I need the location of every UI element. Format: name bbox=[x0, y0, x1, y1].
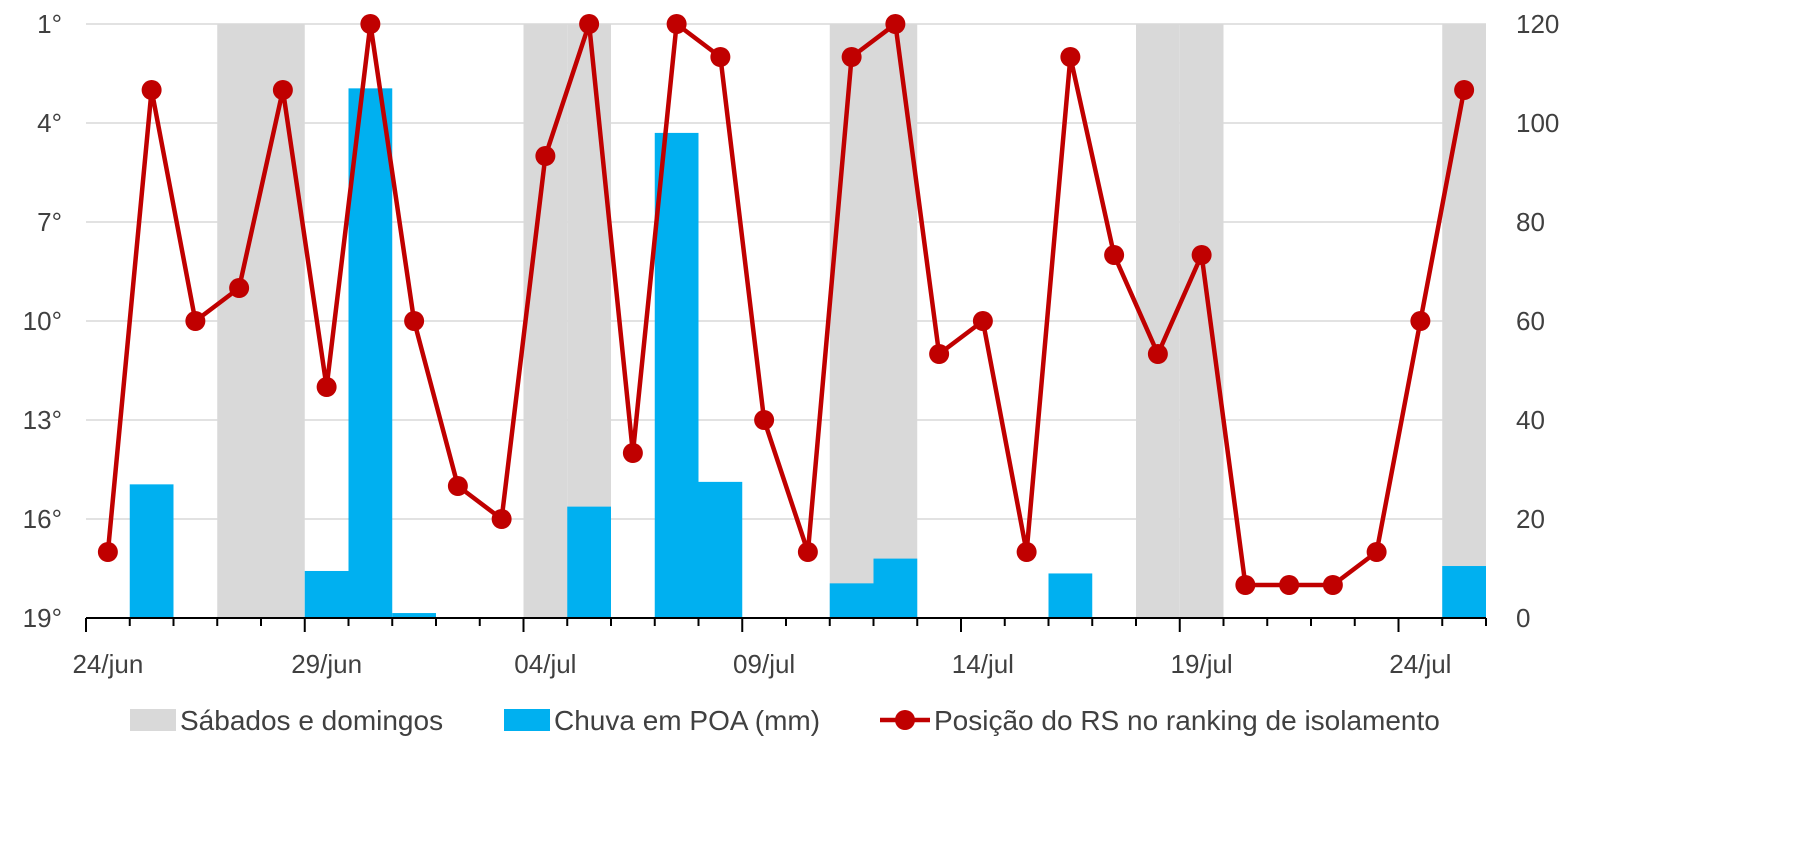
ranking-point bbox=[1235, 575, 1256, 595]
legend-label-ranking: Posição do RS no ranking de isolamento bbox=[934, 705, 1440, 736]
ranking-point bbox=[491, 509, 512, 529]
ranking-point bbox=[1147, 344, 1168, 364]
x-axis-labels: 24/jun 29/jun 04/jul 09/jul 14/jul 19/jul 24/j… bbox=[72, 649, 1451, 679]
left-axis-label: 1° bbox=[37, 9, 62, 39]
ranking-point bbox=[972, 311, 993, 331]
ranking-point bbox=[404, 311, 425, 331]
ranking-point bbox=[1016, 542, 1037, 562]
ranking-point bbox=[185, 311, 206, 331]
right-axis-label: 40 bbox=[1516, 405, 1545, 435]
rain-bar bbox=[129, 484, 174, 618]
left-axis-label: 7° bbox=[37, 207, 62, 237]
ranking-point bbox=[97, 542, 118, 562]
x-axis bbox=[85, 617, 1487, 632]
left-axis-label: 10° bbox=[23, 306, 62, 336]
ranking-point bbox=[754, 410, 775, 430]
legend-swatch-rain bbox=[504, 709, 550, 731]
left-axis-labels: 1° 4° 7° 10° 13° 16° 19° bbox=[23, 9, 62, 633]
ranking-point bbox=[885, 14, 906, 34]
ranking-point bbox=[316, 377, 337, 397]
legend: Sábados e domingos Chuva em POA (mm) Posiç… bbox=[130, 705, 1440, 736]
rain-bar bbox=[698, 481, 743, 618]
x-axis-label: 29/jun bbox=[291, 649, 362, 679]
rain-bar bbox=[392, 613, 436, 618]
legend-label-weekends: Sábados e domingos bbox=[180, 705, 443, 736]
rain-bar bbox=[1048, 573, 1093, 618]
ranking-point bbox=[229, 278, 250, 298]
ranking-point bbox=[1060, 47, 1081, 67]
ranking-point bbox=[579, 14, 600, 34]
rain-bar bbox=[654, 132, 699, 618]
gridlines bbox=[86, 23, 1486, 520]
x-axis-label: 09/jul bbox=[733, 649, 795, 679]
rain-bar bbox=[348, 88, 393, 619]
ranking-point bbox=[797, 542, 818, 562]
right-axis-label: 60 bbox=[1516, 306, 1545, 336]
legend-swatch-weekends bbox=[130, 709, 176, 731]
x-axis-label: 24/jul bbox=[1389, 649, 1451, 679]
rain-bar bbox=[829, 583, 874, 618]
ranking-point bbox=[1191, 245, 1212, 265]
legend-marker-ranking bbox=[895, 710, 915, 730]
ranking-point bbox=[447, 476, 468, 496]
rain-bar bbox=[567, 506, 611, 618]
ranking-point bbox=[622, 443, 643, 463]
rain-bar bbox=[1442, 566, 1486, 618]
right-axis-label: 20 bbox=[1516, 504, 1545, 534]
ranking-line bbox=[97, 14, 1475, 595]
ranking-line-path bbox=[105, 21, 1467, 588]
right-axis-label: 80 bbox=[1516, 207, 1545, 237]
ranking-point bbox=[710, 47, 731, 67]
ranking-point bbox=[929, 344, 950, 364]
ranking-point bbox=[841, 47, 862, 67]
x-axis-label: 14/jul bbox=[952, 649, 1014, 679]
rain-bar bbox=[873, 558, 918, 618]
ranking-point bbox=[666, 14, 687, 34]
ranking-point bbox=[1104, 245, 1125, 265]
ranking-point bbox=[1322, 575, 1343, 595]
ranking-point bbox=[272, 80, 293, 100]
rain-bars bbox=[129, 88, 1486, 619]
right-axis-label: 100 bbox=[1516, 108, 1559, 138]
x-axis-label: 19/jul bbox=[1171, 649, 1233, 679]
x-axis-label: 04/jul bbox=[514, 649, 576, 679]
ranking-point bbox=[360, 14, 381, 34]
left-axis-label: 4° bbox=[37, 108, 62, 138]
x-axis-label: 24/jun bbox=[72, 649, 143, 679]
right-axis-labels: 120 100 80 60 40 20 0 bbox=[1516, 9, 1559, 633]
ranking-point bbox=[1410, 311, 1431, 331]
ranking-point bbox=[1454, 80, 1475, 100]
left-axis-label: 13° bbox=[23, 405, 62, 435]
right-axis-label: 0 bbox=[1516, 603, 1530, 633]
left-axis-label: 16° bbox=[23, 504, 62, 534]
right-axis-label: 120 bbox=[1516, 9, 1559, 39]
rain-bar bbox=[304, 570, 349, 618]
ranking-point bbox=[1366, 542, 1387, 562]
ranking-point bbox=[535, 146, 556, 166]
ranking-point bbox=[141, 80, 162, 100]
legend-label-rain: Chuva em POA (mm) bbox=[554, 705, 820, 736]
left-axis-label: 19° bbox=[23, 603, 62, 633]
ranking-point bbox=[1279, 575, 1300, 595]
